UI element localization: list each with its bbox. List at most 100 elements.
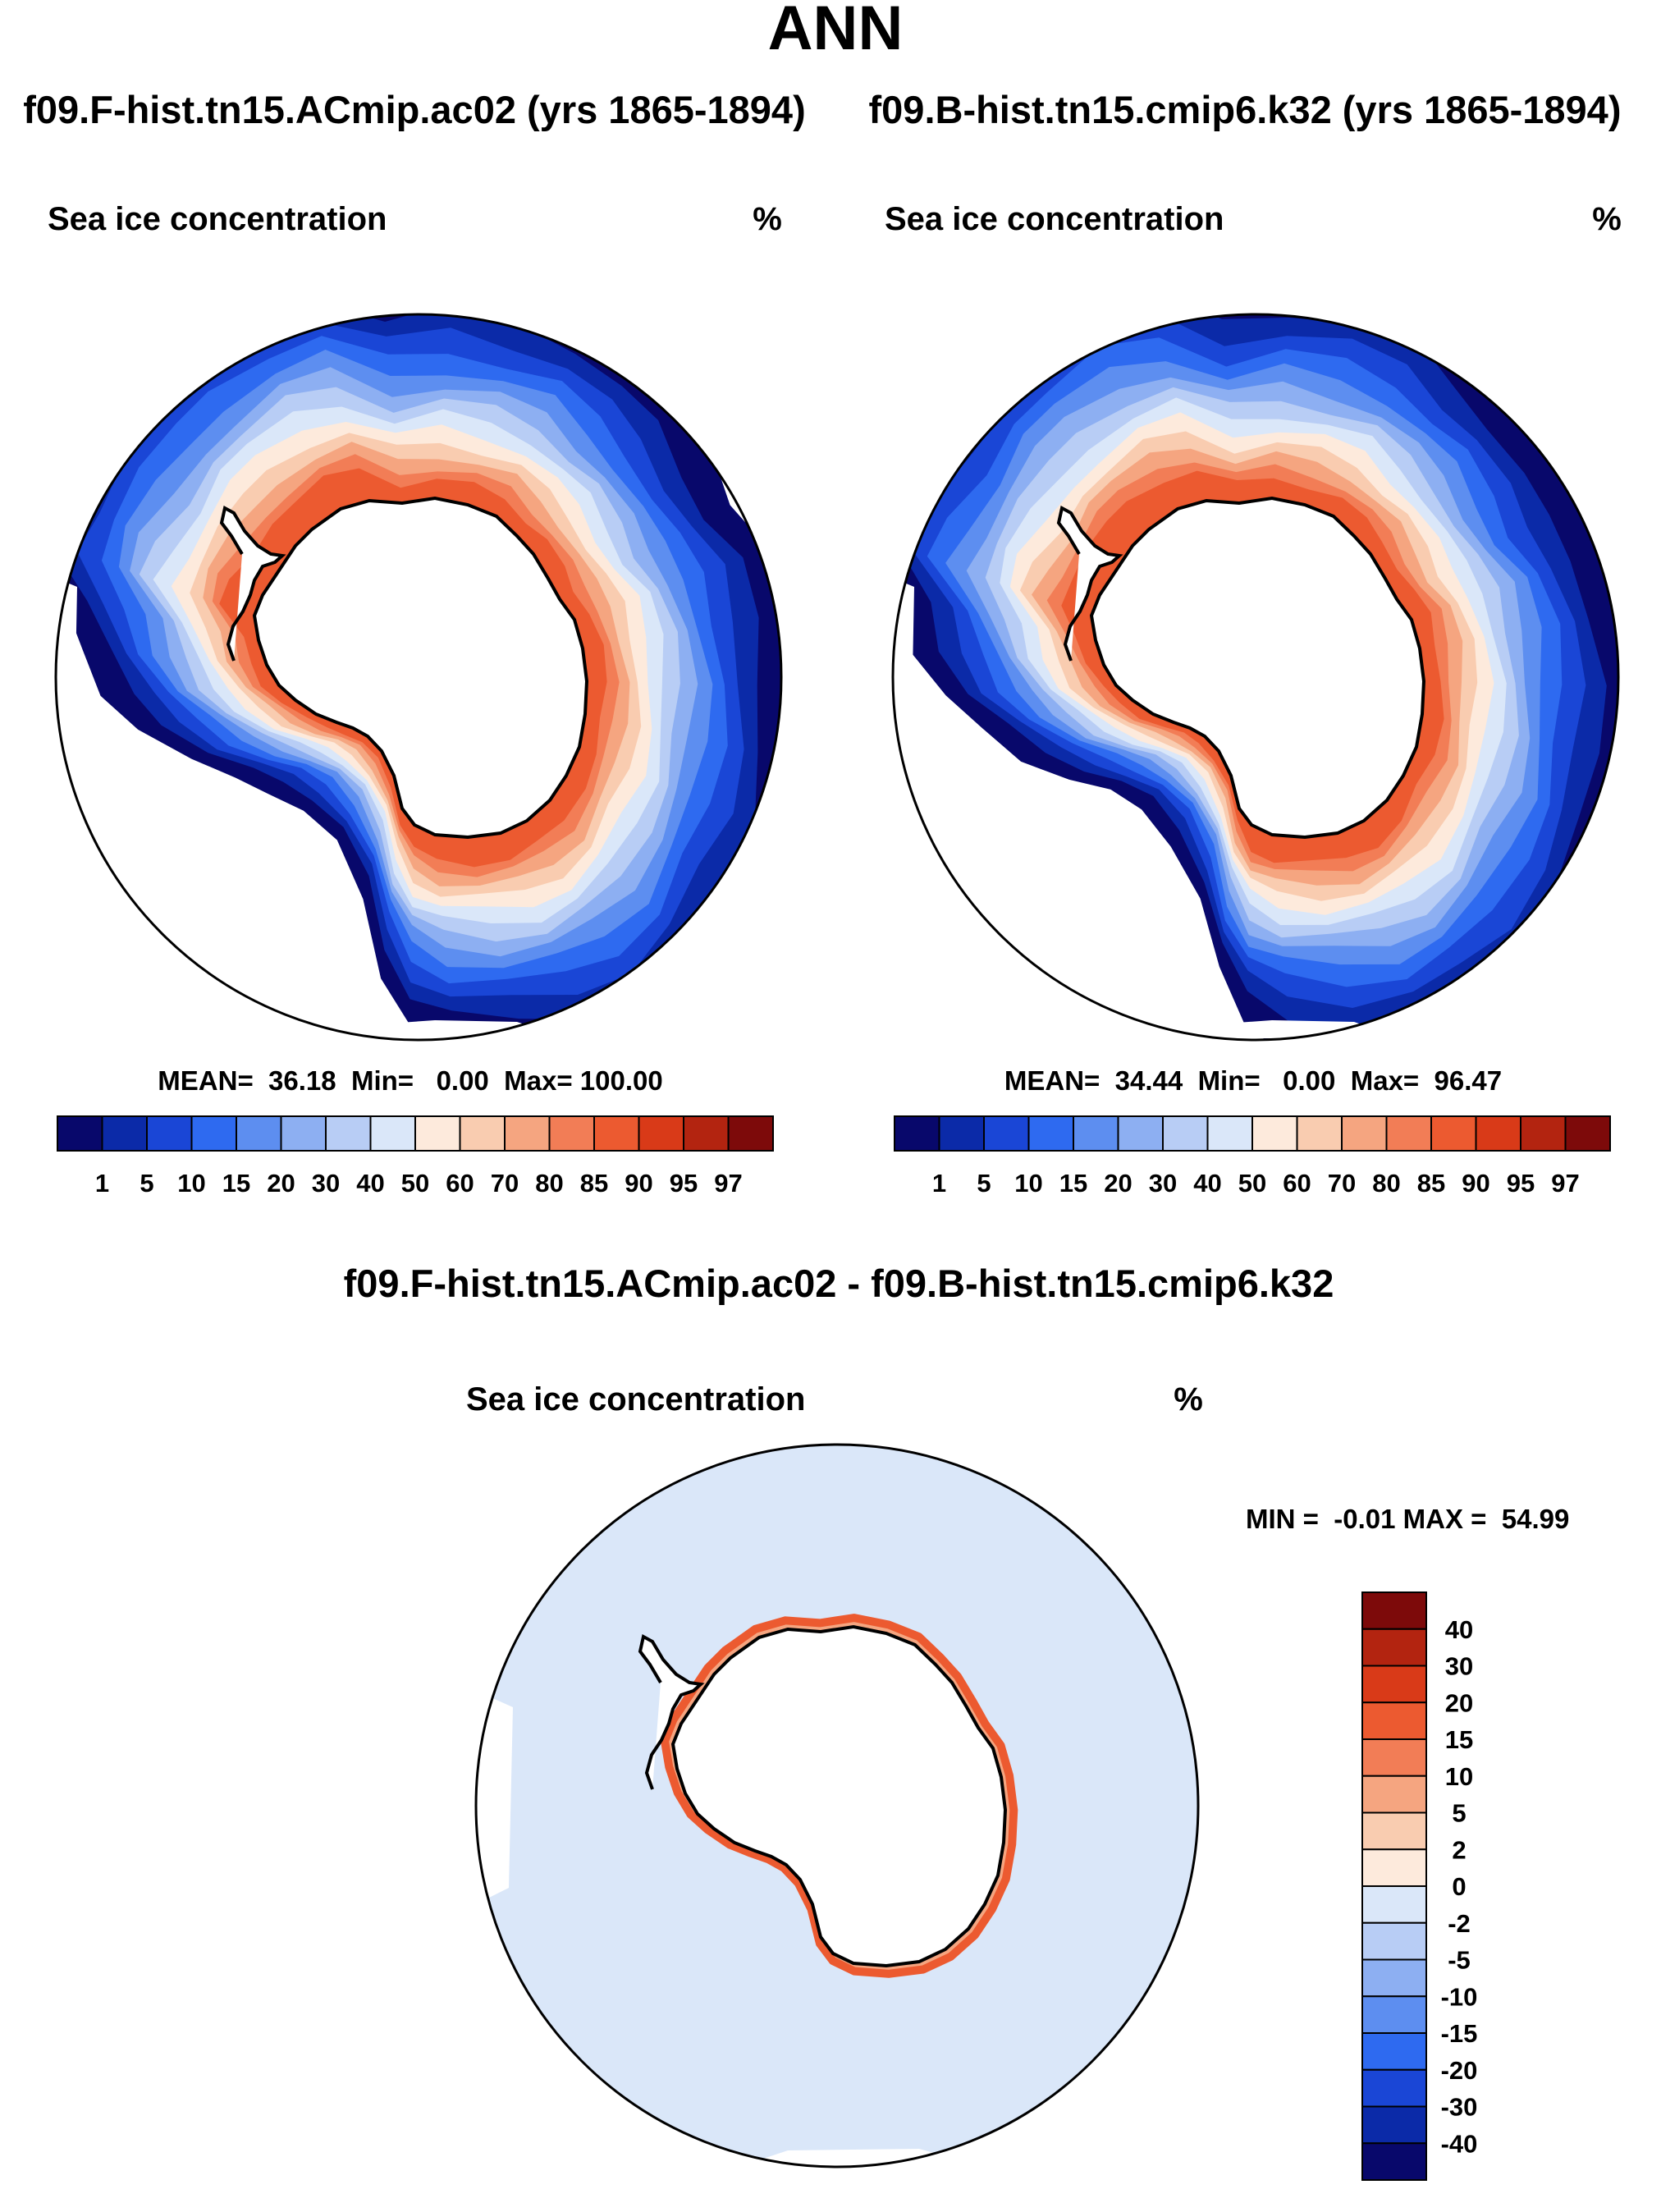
colorbar-label: 85 (1417, 1169, 1445, 1198)
colorbar-swatch (504, 1115, 551, 1152)
colorbar-swatch (1361, 1591, 1427, 1630)
colorbar-swatch (1361, 2068, 1427, 2108)
panel3-stats: MIN = -0.01 MAX = 54.99 (1246, 1504, 1569, 1534)
panel2-stats: MEAN= 34.44 Min= 0.00 Max= 96.47 (1004, 1065, 1502, 1096)
colorbar-label: 30 (1445, 1652, 1473, 1681)
colorbar-swatch (1073, 1115, 1119, 1152)
case1-title: f09.F-hist.tn15.ACmip.ac02 (yrs 1865-189… (23, 88, 805, 131)
colorbar-label: 90 (625, 1169, 652, 1198)
colorbar-label: 80 (535, 1169, 563, 1198)
colorbar-swatch (938, 1115, 985, 1152)
colorbar-label: -10 (1441, 1982, 1478, 2011)
colorbar-swatch (101, 1115, 148, 1152)
colorbar-label: -2 (1448, 1909, 1471, 1938)
colorbar-swatch (280, 1115, 327, 1152)
colorbar-label: 30 (312, 1169, 340, 1198)
colorbar-swatch (1385, 1115, 1432, 1152)
colorbar-label: 95 (670, 1169, 698, 1198)
colorbar-swatch (1361, 1628, 1427, 1667)
colorbar-label: 80 (1372, 1169, 1400, 1198)
panel2-peninsula (1056, 505, 1123, 662)
colorbar-swatch (414, 1115, 461, 1152)
colorbar-swatch (1361, 1885, 1427, 1924)
colorbar-label: 5 (1452, 1799, 1466, 1828)
colorbar-swatch (236, 1115, 282, 1152)
panel3-variable: Sea ice concentration (466, 1381, 805, 1417)
colorbar-swatch (1162, 1115, 1209, 1152)
colorbar-swatch (1361, 2032, 1427, 2071)
colorbar-swatch (1206, 1115, 1253, 1152)
colorbar-swatch (57, 1115, 103, 1152)
panel2-variable: Sea ice concentration (885, 201, 1224, 237)
colorbar-swatch (1361, 2105, 1427, 2145)
panel1-map (56, 314, 781, 1040)
colorbar-label: -15 (1441, 2019, 1478, 2048)
panel1-variable: Sea ice concentration (48, 201, 387, 237)
panel2-colorbar: 1 5 10 15 20 30 40 50 60 70 80 85 90 95 97 (894, 1115, 1611, 1198)
panel1-antarctica (252, 496, 589, 840)
colorbar-label: 95 (1507, 1169, 1535, 1198)
colorbar-swatch (638, 1115, 684, 1152)
colorbar-swatch (1361, 1995, 1427, 2034)
colorbar-label: 97 (1551, 1169, 1579, 1198)
colorbar-label: 15 (222, 1169, 250, 1198)
panel3-map-border (474, 1443, 1200, 2168)
colorbar-label: 97 (714, 1169, 742, 1198)
panel1-colorbar: 1 5 10 15 20 30 40 50 60 70 80 85 90 95 97 (57, 1115, 774, 1198)
colorbar-swatch (1341, 1115, 1388, 1152)
colorbar-swatch (1430, 1115, 1477, 1152)
case2-title: f09.B-hist.tn15.cmip6.k32 (yrs 1865-1894… (869, 88, 1622, 131)
colorbar-swatch (1251, 1115, 1298, 1152)
colorbar-swatch (1361, 1848, 1427, 1887)
colorbar-label: 20 (1104, 1169, 1132, 1198)
colorbar-label: 2 (1452, 1835, 1466, 1864)
colorbar-swatch (1361, 1958, 1427, 1998)
panel3-map (476, 1445, 1198, 2167)
colorbar-label: -20 (1441, 2056, 1478, 2085)
colorbar-label: 70 (1328, 1169, 1356, 1198)
panel2-units: % (1592, 201, 1622, 237)
colorbar-label: 70 (491, 1169, 519, 1198)
colorbar-label: 40 (1445, 1615, 1473, 1644)
colorbar-swatch (1296, 1115, 1343, 1152)
colorbar-swatch (325, 1115, 372, 1152)
colorbar-swatch (146, 1115, 193, 1152)
panel1-map-border (54, 313, 783, 1042)
colorbar-label: 40 (356, 1169, 384, 1198)
colorbar-swatch (1361, 1665, 1427, 1704)
colorbar-label: 20 (1445, 1688, 1473, 1717)
colorbar-label: 15 (1445, 1725, 1473, 1754)
colorbar-label: 10 (1014, 1169, 1042, 1198)
colorbar-swatch (1564, 1115, 1611, 1152)
colorbar-swatch (593, 1115, 640, 1152)
colorbar-label: 5 (140, 1169, 153, 1198)
colorbar-label: 15 (1059, 1169, 1087, 1198)
colorbar-label: 50 (1238, 1169, 1266, 1198)
colorbar-label: -30 (1441, 2093, 1478, 2122)
colorbar-label: -5 (1448, 1946, 1471, 1975)
colorbar-swatch (1520, 1115, 1567, 1152)
colorbar-swatch (1361, 1921, 1427, 1961)
colorbar-label: 20 (267, 1169, 295, 1198)
colorbar-swatch (983, 1115, 1030, 1152)
panel3-units: % (1174, 1381, 1203, 1417)
colorbar-swatch (1361, 1775, 1427, 1814)
colorbar-label: 50 (401, 1169, 429, 1198)
panel2-antarctica (1089, 496, 1426, 840)
colorbar-label: 5 (977, 1169, 991, 1198)
colorbar-swatch (683, 1115, 730, 1152)
open-water-edge (895, 579, 914, 776)
colorbar-label: 60 (446, 1169, 474, 1198)
colorbar-label: 0 (1452, 1872, 1466, 1901)
panel1-units: % (753, 201, 782, 237)
diff-no-data (476, 1691, 513, 1904)
colorbar-swatch (1027, 1115, 1074, 1152)
colorbar-label: 90 (1462, 1169, 1489, 1198)
panel2-map (893, 314, 1618, 1040)
colorbar-swatch (727, 1115, 774, 1152)
panel3-antarctica (670, 1624, 1008, 1968)
colorbar-swatch (1361, 1811, 1427, 1851)
colorbar-swatch (894, 1115, 940, 1152)
open-water-edge (57, 579, 77, 776)
